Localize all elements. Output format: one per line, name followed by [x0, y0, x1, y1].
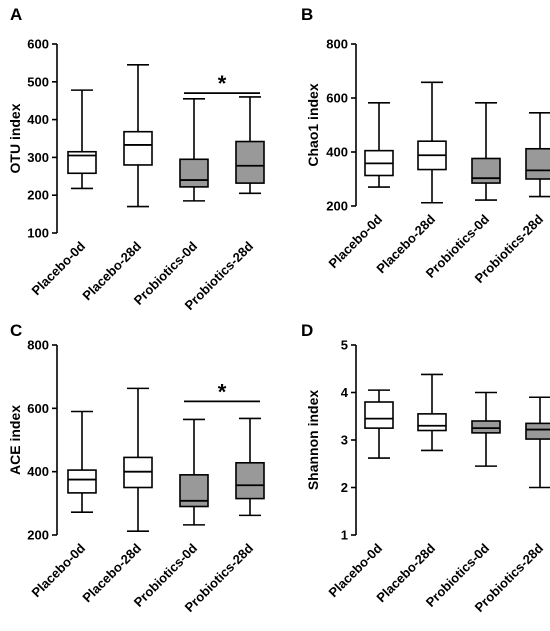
y-tick-label: 200	[326, 199, 348, 214]
x-tick-label: Placebo-0d	[28, 238, 88, 298]
y-tick-label: 1	[341, 528, 348, 543]
panel-letter: A	[10, 5, 22, 24]
box-probiotics-0d	[471, 391, 501, 467]
y-axis-label: OTU index	[7, 103, 23, 173]
iqr-box	[525, 147, 550, 180]
iqr-box	[179, 158, 209, 188]
y-tick-label: 400	[27, 464, 49, 479]
significance-star: *	[218, 71, 227, 96]
box-probiotics-28d	[525, 396, 550, 489]
y-tick-label: 500	[27, 74, 49, 89]
y-tick-label: 2	[341, 480, 348, 495]
iqr-box	[235, 140, 265, 184]
iqr-box	[67, 150, 97, 175]
box-probiotics-28d	[235, 417, 265, 517]
box-placebo-28d	[123, 63, 153, 208]
panel-letter: B	[301, 5, 313, 24]
iqr-box	[67, 469, 97, 494]
iqr-box	[123, 130, 153, 166]
y-tick-label: 3	[341, 433, 348, 448]
box-probiotics-0d	[471, 102, 501, 201]
y-tick-label: 100	[27, 226, 49, 241]
y-axis-label: Shannon index	[305, 390, 321, 491]
box-placebo-0d	[67, 410, 97, 514]
significance-star: *	[218, 379, 227, 404]
iqr-box	[179, 474, 209, 508]
panel-letter: D	[301, 321, 313, 340]
y-tick-label: 600	[27, 401, 49, 416]
y-tick-label: 400	[326, 145, 348, 160]
iqr-box	[364, 401, 394, 429]
box-probiotics-28d	[525, 112, 550, 198]
y-axis-label: ACE index	[7, 405, 23, 475]
iqr-box	[525, 422, 550, 440]
box-placebo-28d	[417, 81, 447, 204]
y-tick-label: 600	[326, 91, 348, 106]
box-placebo-28d	[417, 373, 447, 452]
box-placebo-0d	[364, 389, 394, 459]
panel-letter: C	[10, 321, 22, 340]
y-tick-label: 200	[27, 528, 49, 543]
box-probiotics-28d	[235, 96, 265, 195]
iqr-box	[235, 461, 265, 500]
y-tick-label: 800	[326, 37, 348, 52]
box-probiotics-0d	[179, 98, 209, 202]
iqr-box	[417, 413, 447, 432]
y-tick-label: 4	[341, 385, 349, 400]
box-placebo-0d	[364, 102, 394, 188]
y-tick-label: 400	[27, 112, 49, 127]
y-tick-label: 800	[27, 338, 49, 353]
box-probiotics-0d	[179, 418, 209, 526]
box-placebo-0d	[67, 89, 97, 190]
box-placebo-28d	[123, 387, 153, 533]
y-tick-label: 300	[27, 150, 49, 165]
y-tick-label: 600	[27, 37, 49, 52]
y-tick-label: 200	[27, 188, 49, 203]
y-axis-label: Chao1 index	[305, 83, 321, 166]
x-tick-label: Placebo-0d	[28, 540, 88, 600]
iqr-box	[471, 420, 501, 434]
y-tick-label: 5	[341, 338, 348, 353]
iqr-box	[471, 157, 501, 184]
